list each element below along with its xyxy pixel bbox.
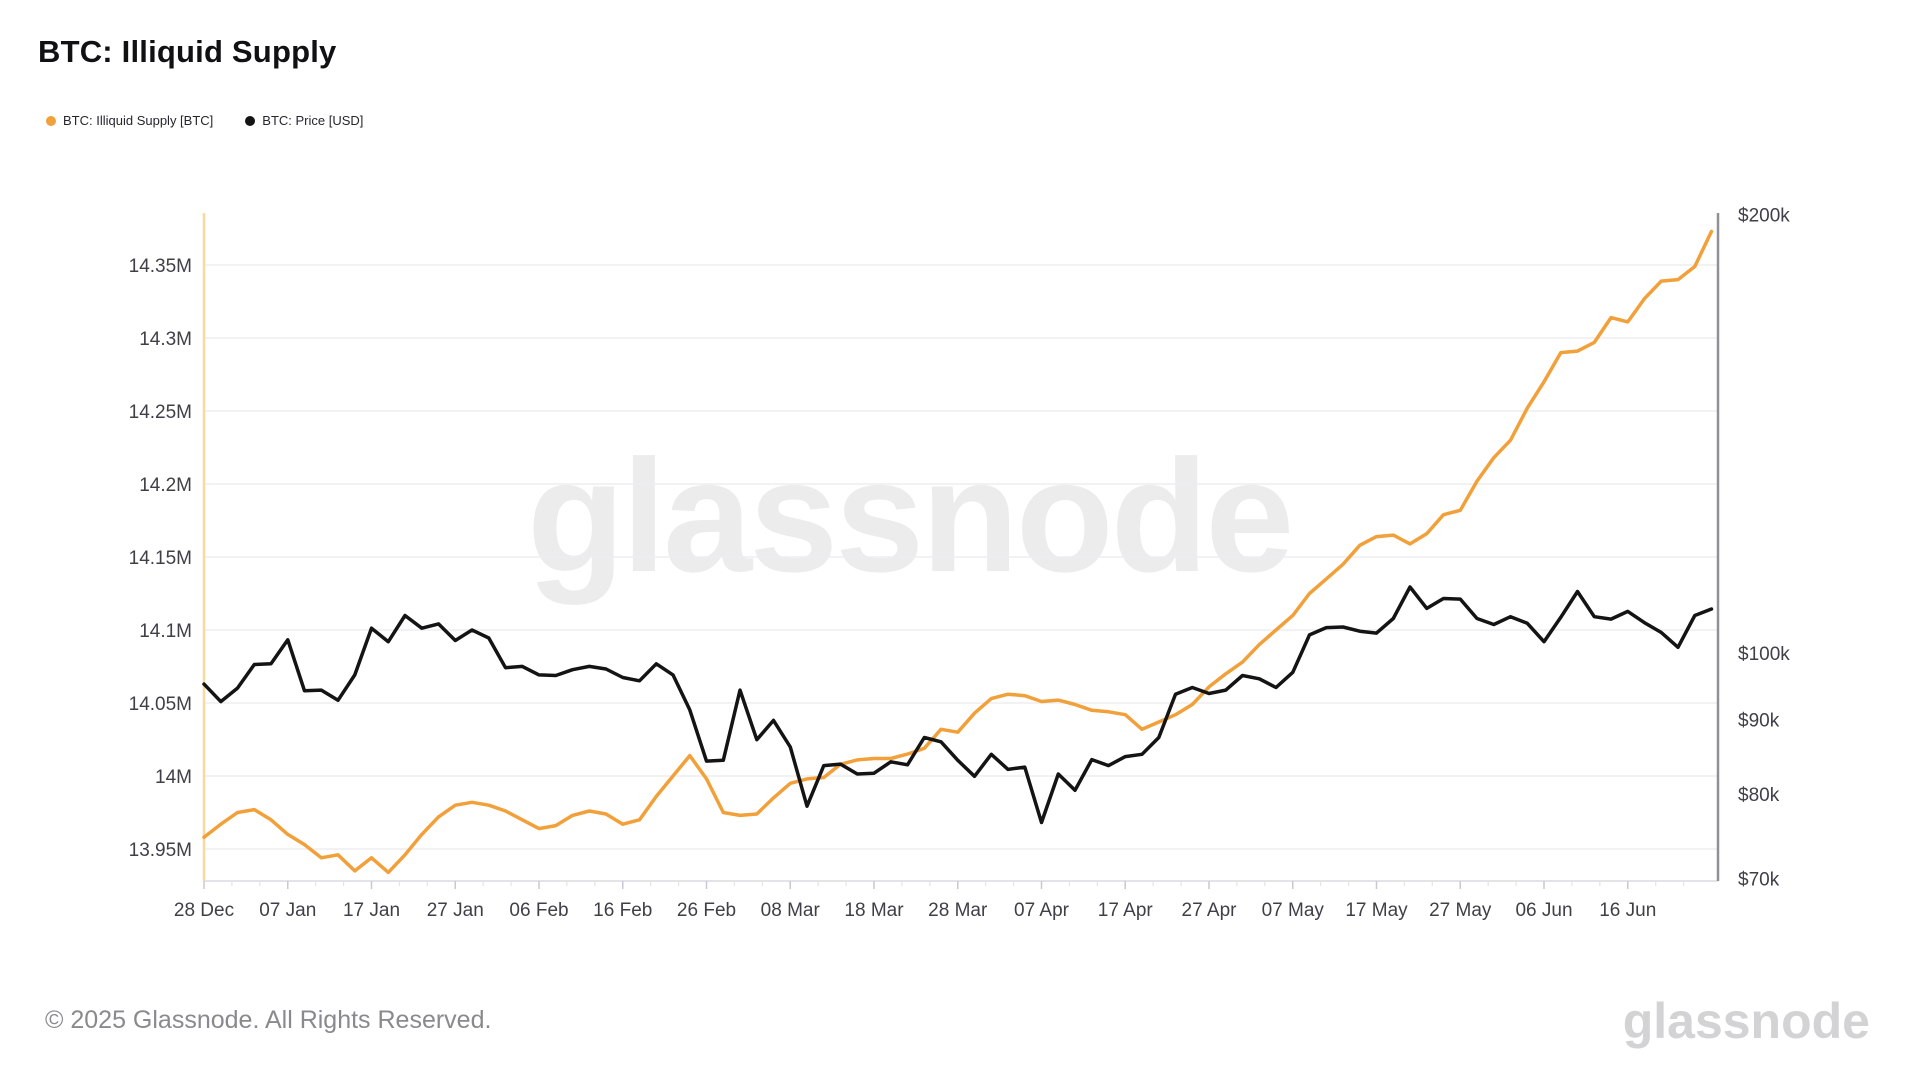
y-axis-right-tick-label: $100k bbox=[1738, 644, 1790, 665]
y-axis-left-tick-label: 14.05M bbox=[129, 694, 192, 715]
x-axis-tick-label: 18 Mar bbox=[844, 900, 904, 921]
y-axis-left-tick-label: 14M bbox=[155, 767, 192, 788]
chart-legend: BTC: Illiquid Supply [BTC] BTC: Price [U… bbox=[46, 113, 363, 128]
x-axis-tick-label: 06 Feb bbox=[509, 900, 568, 921]
x-axis-tick-label: 17 May bbox=[1345, 900, 1408, 921]
page-title: BTC: Illiquid Supply bbox=[38, 34, 337, 69]
x-axis-tick-label: 16 Jun bbox=[1599, 900, 1656, 921]
y-axis-left-tick-label: 14.35M bbox=[129, 256, 192, 277]
glassnode-watermark: glassnode bbox=[527, 426, 1294, 605]
y-axis-left-tick-label: 14.25M bbox=[129, 402, 192, 423]
y-axis-left-tick-label: 14.2M bbox=[139, 475, 192, 496]
x-axis-tick-label: 07 May bbox=[1262, 900, 1325, 921]
x-axis-tick-label: 17 Jan bbox=[343, 900, 400, 921]
x-axis-tick-label: 16 Feb bbox=[593, 900, 652, 921]
y-axis-left-tick-label: 14.3M bbox=[139, 329, 192, 350]
copyright-text: © 2025 Glassnode. All Rights Reserved. bbox=[45, 1006, 492, 1034]
x-axis-tick-label: 27 May bbox=[1429, 900, 1492, 921]
y-axis-left-tick-label: 13.95M bbox=[129, 840, 192, 861]
x-axis-tick-label: 08 Mar bbox=[761, 900, 821, 921]
legend-label-illiquid-supply: BTC: Illiquid Supply [BTC] bbox=[63, 113, 214, 128]
x-axis-tick-label: 06 Jun bbox=[1515, 900, 1572, 921]
y-axis-right-tick-label: $200k bbox=[1738, 205, 1790, 226]
price-line bbox=[202, 585, 1714, 825]
x-axis-tick-label: 28 Dec bbox=[174, 900, 234, 921]
x-axis-tick-label: 27 Apr bbox=[1182, 900, 1238, 921]
illiquid-supply-line bbox=[202, 229, 1714, 875]
x-axis-tick-label: 07 Jan bbox=[259, 900, 316, 921]
legend-item-illiquid-supply[interactable]: BTC: Illiquid Supply [BTC] bbox=[46, 113, 213, 128]
legend-dot-illiquid-supply-icon bbox=[46, 115, 56, 126]
x-axis-tick-label: 27 Jan bbox=[427, 900, 484, 921]
glassnode-logo: glassnode bbox=[1622, 993, 1870, 1049]
legend-item-price[interactable]: BTC: Price [USD] bbox=[245, 113, 363, 128]
y-axis-right-tick-label: $90k bbox=[1738, 711, 1780, 732]
y-axis-right-tick-label: $80k bbox=[1738, 785, 1780, 806]
x-axis-tick-label: 07 Apr bbox=[1014, 900, 1070, 921]
y-axis-left-tick-label: 14.1M bbox=[139, 621, 192, 642]
y-axis-left-tick-label: 14.15M bbox=[129, 548, 192, 569]
x-axis-tick-label: 28 Mar bbox=[928, 900, 988, 921]
y-axis-right-tick-label: $70k bbox=[1738, 870, 1780, 891]
x-axis-tick-label: 26 Feb bbox=[677, 900, 736, 921]
x-axis-tick-label: 17 Apr bbox=[1098, 900, 1154, 921]
legend-dot-price-icon bbox=[245, 115, 256, 126]
legend-label-price: BTC: Price [USD] bbox=[262, 113, 364, 128]
